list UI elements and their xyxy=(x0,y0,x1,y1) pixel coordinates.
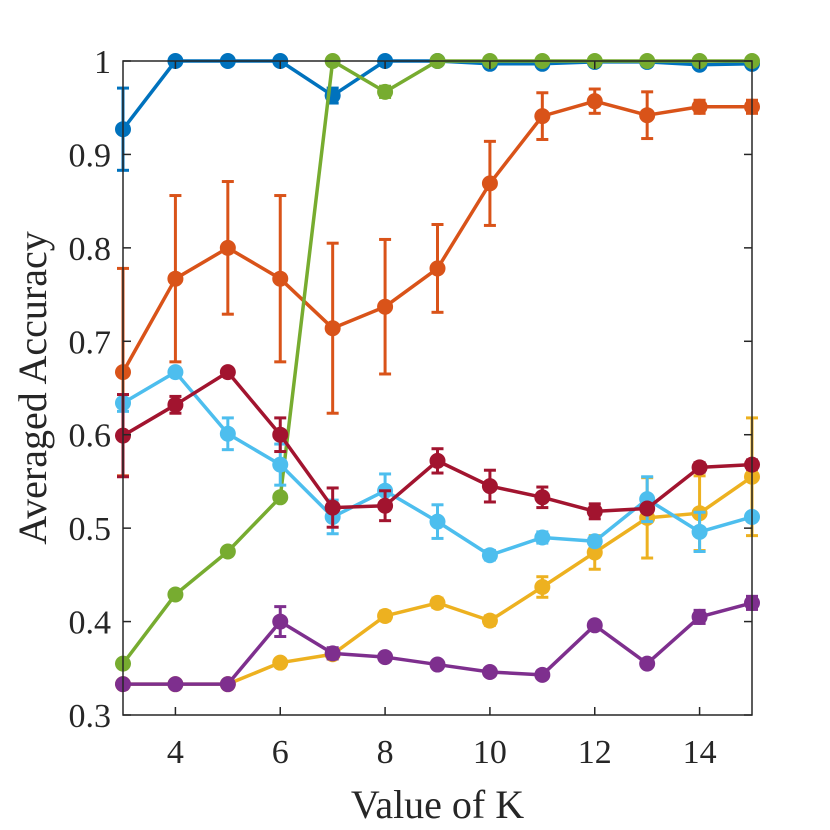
data-point xyxy=(481,612,498,629)
data-point xyxy=(586,503,603,520)
data-point xyxy=(377,83,394,100)
data-point xyxy=(481,175,498,192)
series-blue-line xyxy=(121,59,753,131)
y-tick-label: 0.7 xyxy=(69,324,112,361)
data-point xyxy=(219,676,236,693)
data-point xyxy=(377,497,394,514)
data-point xyxy=(691,98,708,115)
data-point xyxy=(219,364,236,381)
x-tick-label: 14 xyxy=(683,734,717,771)
data-point xyxy=(481,478,498,495)
series-crimson xyxy=(115,364,760,529)
data-point xyxy=(324,499,341,516)
data-point xyxy=(272,426,289,443)
data-point xyxy=(586,93,603,110)
y-tick-label: 0.4 xyxy=(69,605,112,642)
data-point xyxy=(324,320,341,337)
data-point xyxy=(272,270,289,287)
series-crimson-line xyxy=(122,370,753,514)
tick-labels: 4 6 8 10 12 14 0.3 0.4 0.5 0.6 0.7 0.8 0.9 1 xyxy=(69,44,717,771)
data-point xyxy=(377,607,394,624)
data-point xyxy=(534,529,551,546)
data-point xyxy=(272,613,289,630)
y-tick-label: 0.6 xyxy=(69,418,112,455)
series-green-line xyxy=(121,59,752,665)
data-point xyxy=(167,396,184,413)
data-point xyxy=(429,513,446,530)
series-green xyxy=(115,53,760,672)
data-point xyxy=(429,594,446,611)
data-point xyxy=(534,579,551,596)
data-point xyxy=(586,617,603,634)
y-tick-label: 1 xyxy=(94,44,111,81)
series-orange xyxy=(115,87,760,478)
data-point xyxy=(219,425,236,442)
data-point xyxy=(219,543,236,560)
data-point xyxy=(481,547,498,564)
data-point xyxy=(534,666,551,683)
x-tick-label: 8 xyxy=(377,734,394,771)
data-point xyxy=(324,645,341,662)
x-tick-label: 4 xyxy=(167,734,184,771)
tick-marks xyxy=(123,60,752,716)
data-point xyxy=(639,500,656,517)
data-point xyxy=(691,608,708,625)
data-point xyxy=(377,298,394,315)
data-point xyxy=(272,654,289,671)
data-point xyxy=(691,459,708,476)
data-point xyxy=(167,270,184,287)
y-tick-label: 0.8 xyxy=(69,231,112,268)
data-point xyxy=(429,452,446,469)
plot-area xyxy=(115,53,760,693)
data-point xyxy=(691,523,708,540)
y-tick-label: 0.9 xyxy=(69,137,112,174)
data-point xyxy=(586,544,603,561)
data-point xyxy=(534,489,551,506)
data-point xyxy=(639,107,656,124)
series-cyan xyxy=(115,364,760,564)
data-point xyxy=(429,656,446,673)
y-tick-label: 0.5 xyxy=(69,511,112,548)
axes xyxy=(122,60,753,716)
y-axis-label: Averaged Accuracy xyxy=(10,231,55,545)
x-tick-label: 10 xyxy=(473,734,507,771)
data-point xyxy=(377,649,394,666)
x-tick-label: 6 xyxy=(272,734,289,771)
data-point xyxy=(167,676,184,693)
data-point xyxy=(219,239,236,256)
x-tick-label: 12 xyxy=(578,734,612,771)
data-point xyxy=(167,586,184,603)
data-point xyxy=(272,456,289,473)
data-point xyxy=(534,108,551,125)
data-point xyxy=(481,664,498,681)
data-point xyxy=(272,489,289,506)
data-point xyxy=(586,533,603,550)
y-tick-label: 0.3 xyxy=(69,698,112,735)
data-point xyxy=(639,655,656,672)
axes-box xyxy=(122,60,753,716)
x-axis-label: Value of K xyxy=(351,782,524,827)
data-point xyxy=(167,364,184,381)
data-point xyxy=(429,260,446,277)
